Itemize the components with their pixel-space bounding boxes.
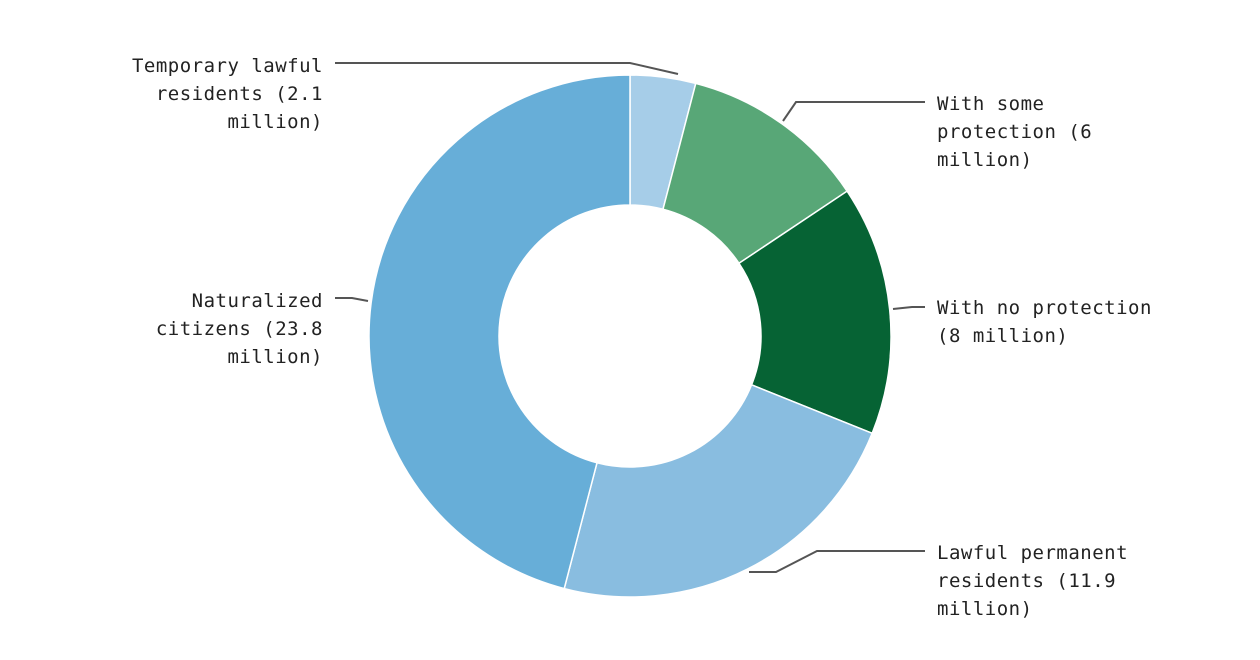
label-line: million) xyxy=(937,598,1033,620)
label-line: residents (11.9 xyxy=(937,570,1116,592)
label-with-some-protection: With some protection (6 million) xyxy=(937,93,1092,171)
leader-lines xyxy=(335,62,925,573)
label-line: Temporary lawful xyxy=(132,55,323,77)
donut-slices xyxy=(368,74,892,598)
label-line: citizens (23.8 xyxy=(156,318,323,340)
label-line: Lawful permanent xyxy=(937,542,1128,564)
leader-line-with-some-protection xyxy=(782,101,925,122)
slice-with-no-protection xyxy=(737,190,892,435)
label-line: residents (2.1 xyxy=(156,83,323,105)
label-line: Naturalized xyxy=(192,290,323,312)
label-line: million) xyxy=(227,346,323,368)
slice-lawful-permanent-residents xyxy=(563,383,874,598)
slice-naturalized-citizens xyxy=(368,74,631,590)
label-line: (8 million) xyxy=(937,325,1068,347)
slice-with-some-protection xyxy=(662,82,849,265)
label-line: With some xyxy=(937,93,1044,115)
leader-line-naturalized-citizens xyxy=(335,297,369,302)
leader-line-lawful-permanent-residents xyxy=(749,550,925,573)
leader-line-with-no-protection xyxy=(892,306,925,310)
label-line: million) xyxy=(937,149,1033,171)
label-line: protection (6 xyxy=(937,121,1092,143)
label-with-no-protection: With no protection (8 million) xyxy=(937,297,1152,347)
label-lawful-permanent-residents: Lawful permanent residents (11.9 million) xyxy=(937,542,1128,620)
label-naturalized-citizens: Naturalized citizens (23.8 million) xyxy=(156,290,323,368)
leader-line-temporary-lawful-residents xyxy=(335,62,679,75)
label-line: million) xyxy=(227,111,323,133)
label-temporary-lawful-residents: Temporary lawful residents (2.1 million) xyxy=(132,55,323,133)
label-line: With no protection xyxy=(937,297,1152,319)
slice-labels: Temporary lawful residents (2.1 million)Wi… xyxy=(132,55,1152,620)
